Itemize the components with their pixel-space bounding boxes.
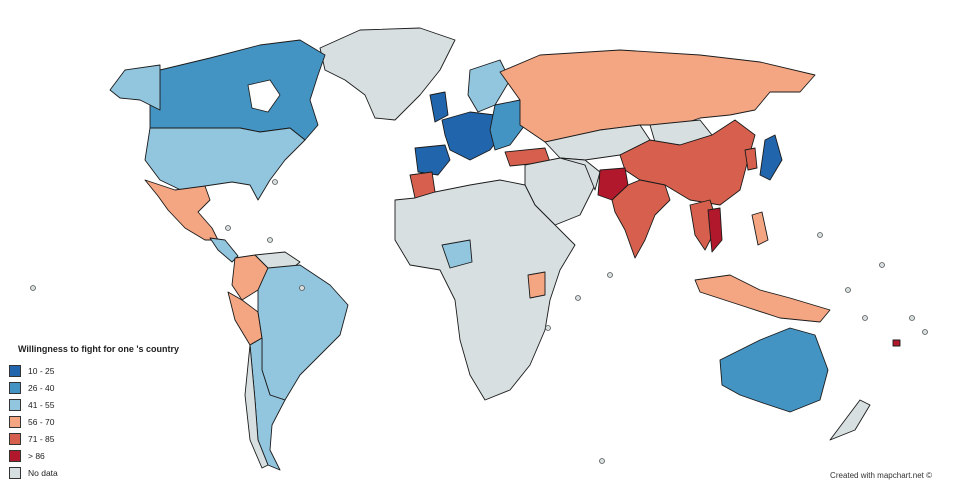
island xyxy=(862,315,868,321)
legend-item: No data xyxy=(9,464,214,481)
legend-title: Willingness to fight for one 's country xyxy=(18,344,180,354)
greenland xyxy=(319,27,456,121)
legend-label: > 86 xyxy=(28,450,45,461)
legend-swatch xyxy=(9,381,21,394)
island xyxy=(30,285,36,291)
legend-label: 71 - 85 xyxy=(28,433,55,444)
peru xyxy=(227,291,263,346)
japan xyxy=(759,134,783,181)
nigeria xyxy=(441,239,473,269)
legend-label: 10 - 25 xyxy=(28,365,55,376)
kenya xyxy=(527,271,546,299)
legend-label: No data xyxy=(28,467,58,478)
legend-label: 41 - 55 xyxy=(28,399,55,410)
legend-item: 26 - 40 xyxy=(9,379,214,396)
chile xyxy=(244,344,269,469)
island xyxy=(922,329,928,335)
legend-label: 26 - 40 xyxy=(28,382,55,393)
legend-swatch xyxy=(9,364,21,377)
legend-items: 10 - 25 26 - 40 41 - 55 56 - 70 71 - 85 > 86 N… xyxy=(4,362,214,481)
central-america xyxy=(209,237,239,263)
island xyxy=(817,232,823,238)
island xyxy=(225,225,231,231)
island xyxy=(879,262,885,268)
africa xyxy=(394,179,576,401)
legend-item: 41 - 55 xyxy=(9,396,214,413)
legend-item: > 86 xyxy=(9,447,214,464)
island xyxy=(575,295,581,301)
uk xyxy=(429,91,449,123)
western-europe xyxy=(441,111,506,161)
fiji xyxy=(892,339,901,347)
island xyxy=(299,285,305,291)
island xyxy=(607,272,613,278)
island xyxy=(909,315,915,321)
new-zealand xyxy=(829,399,871,441)
australia xyxy=(719,327,829,413)
usa xyxy=(144,127,306,201)
legend-swatch xyxy=(9,449,21,462)
island xyxy=(599,458,605,464)
canada xyxy=(149,39,326,141)
iran xyxy=(559,157,601,191)
korea xyxy=(744,147,758,171)
legend-item: 10 - 25 xyxy=(9,362,214,379)
legend-item: 56 - 70 xyxy=(9,413,214,430)
mexico xyxy=(144,179,219,241)
legend-swatch xyxy=(9,398,21,411)
legend-item: 71 - 85 xyxy=(9,430,214,447)
legend: Willingness to fight for one 's country … xyxy=(4,344,214,481)
legend-label: 56 - 70 xyxy=(28,416,55,427)
brazil xyxy=(257,264,349,401)
iberia xyxy=(414,144,451,176)
island xyxy=(845,287,851,293)
credit: Created with mapchart.net © xyxy=(830,471,932,480)
island xyxy=(272,179,278,185)
island xyxy=(545,325,551,331)
hudson-bay xyxy=(247,79,281,113)
legend-swatch xyxy=(9,466,21,479)
island xyxy=(267,237,273,243)
legend-swatch xyxy=(9,415,21,428)
legend-swatch xyxy=(9,432,21,445)
philippines xyxy=(751,211,769,246)
vietnam xyxy=(707,207,723,253)
indonesia xyxy=(694,274,831,323)
alaska xyxy=(109,64,161,111)
india xyxy=(611,179,671,259)
